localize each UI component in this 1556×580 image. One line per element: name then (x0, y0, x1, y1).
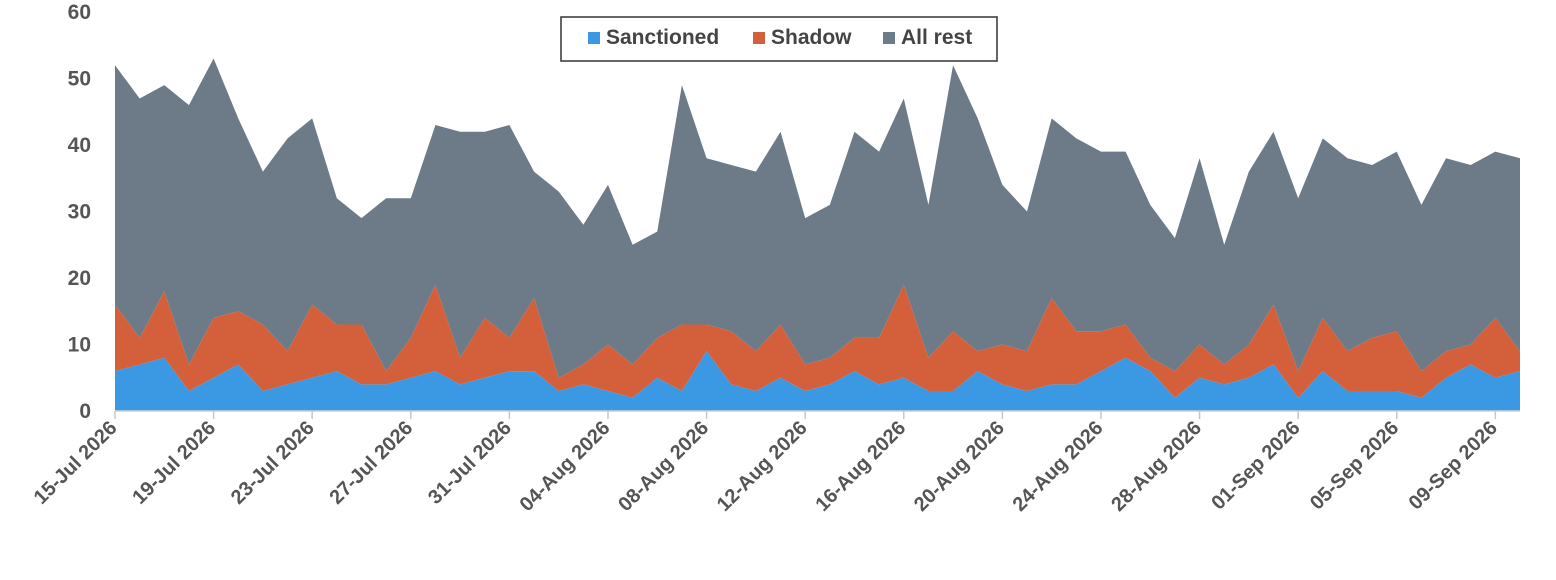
x-tick-label: 04-Aug 2026 (516, 417, 615, 516)
legend: Sanctioned Shadow All rest (560, 16, 998, 62)
y-axis: 0 10 20 30 40 50 60 (68, 1, 91, 423)
y-tick-label: 30 (68, 201, 91, 224)
y-tick-label: 50 (68, 68, 91, 91)
y-tick-label: 10 (68, 334, 91, 357)
legend-label-sanctioned: Sanctioned (606, 26, 719, 49)
x-tick-label: 09-Sep 2026 (1405, 417, 1502, 514)
legend-label-shadow: Shadow (771, 26, 852, 49)
x-tick-label: 27-Jul 2026 (326, 417, 418, 509)
x-tick-label: 12-Aug 2026 (713, 417, 812, 516)
y-tick-label: 20 (68, 267, 91, 290)
area-all-rest (115, 58, 1520, 378)
y-tick-label: 0 (79, 400, 91, 423)
x-tick-label: 28-Aug 2026 (1107, 417, 1206, 516)
x-tick-label: 15-Jul 2026 (30, 417, 122, 509)
legend-swatch-sanctioned (588, 32, 600, 44)
legend-label-all-rest: All rest (901, 26, 972, 49)
area-shadow (115, 284, 1520, 398)
x-tick-label: 24-Aug 2026 (1009, 417, 1108, 516)
x-tick-label: 19-Jul 2026 (128, 417, 220, 509)
x-tick-label: 01-Sep 2026 (1207, 417, 1304, 514)
legend-swatch-all-rest (883, 32, 895, 44)
legend-box (560, 16, 998, 62)
x-tick-label: 08-Aug 2026 (614, 417, 713, 516)
y-tick-label: 40 (68, 134, 91, 157)
legend-swatch-shadow (753, 32, 765, 44)
area-series-group (115, 58, 1520, 411)
area-sanctioned (115, 351, 1520, 411)
y-tick-label: 60 (68, 1, 91, 24)
x-tick-label: 23-Jul 2026 (227, 417, 319, 509)
x-tick-label: 05-Sep 2026 (1306, 417, 1403, 514)
x-tick-label: 31-Jul 2026 (424, 417, 516, 509)
x-axis: 15-Jul 2026 19-Jul 2026 23-Jul 2026 27-Jul … (30, 410, 1520, 516)
x-tick-label: 20-Aug 2026 (910, 417, 1009, 516)
x-tick-label: 16-Aug 2026 (811, 417, 910, 516)
